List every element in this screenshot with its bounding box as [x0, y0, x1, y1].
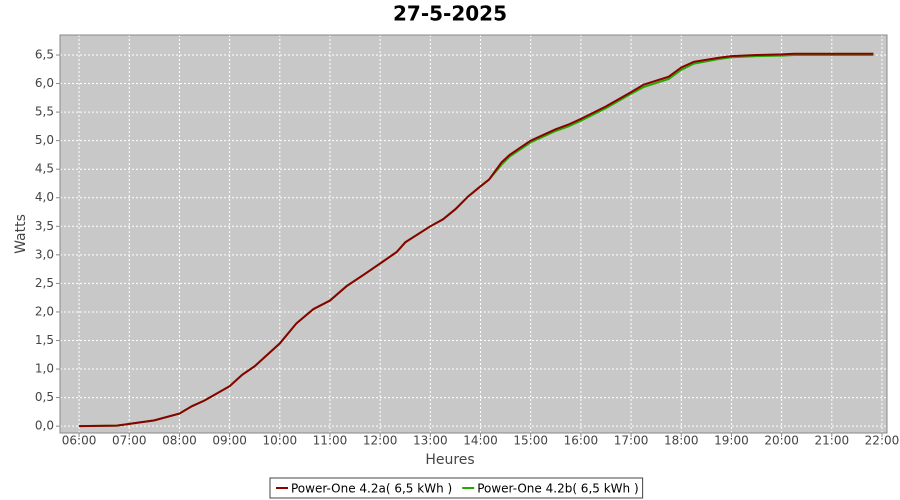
y-tick-label: 5,0	[35, 133, 54, 147]
y-tick-label: 6,5	[35, 47, 54, 61]
y-axis-label: Watts	[13, 214, 29, 254]
y-tick-label: 3,0	[35, 247, 54, 261]
chart-title: 27-5-2025	[393, 2, 507, 26]
plot-border	[59, 34, 888, 434]
y-tick-label: 1,5	[35, 333, 54, 347]
plot-area	[60, 35, 887, 433]
x-axis-label: Heures	[425, 452, 474, 468]
x-tick-label: 14:00	[463, 434, 498, 448]
y-tick-label: 3,5	[35, 219, 54, 233]
y-tick-label: 6,0	[35, 76, 54, 90]
legend: Power-One 4.2a( 6,5 kWh ) Power-One 4.2b(…	[269, 477, 644, 499]
x-tick-label: 17:00	[614, 434, 649, 448]
y-tick-label: 2,0	[35, 304, 54, 318]
x-tick-label: 11:00	[313, 434, 348, 448]
x-tick-label: 22:00	[865, 434, 900, 448]
y-tick-label: 5,5	[35, 105, 54, 119]
x-tick-label: 06:00	[62, 434, 97, 448]
y-tick-label: 4,5	[35, 162, 54, 176]
x-tick-label: 10:00	[263, 434, 298, 448]
x-tick-label: 20:00	[764, 434, 799, 448]
legend-label: Power-One 4.2a( 6,5 kWh )	[291, 482, 452, 496]
legend-label: Power-One 4.2b( 6,5 kWh )	[477, 482, 638, 496]
x-tick-label: 08:00	[162, 434, 197, 448]
x-tick-label: 21:00	[815, 434, 850, 448]
x-tick-label: 09:00	[212, 434, 247, 448]
series-line	[79, 52, 874, 428]
y-tick-label: 1,0	[35, 362, 54, 376]
x-tick-label: 12:00	[363, 434, 398, 448]
y-tick-label: 2,5	[35, 276, 54, 290]
x-tick-label: 16:00	[564, 434, 599, 448]
x-tick-label: 15:00	[513, 434, 548, 448]
x-tick-label: 13:00	[413, 434, 448, 448]
x-tick-label: 19:00	[714, 434, 749, 448]
x-tick-label: 07:00	[112, 434, 147, 448]
x-tick-label: 18:00	[664, 434, 699, 448]
y-tick-label: 0,0	[35, 419, 54, 433]
legend-box	[269, 477, 644, 499]
y-tick-label: 0,5	[35, 390, 54, 404]
y-tick-label: 4,0	[35, 190, 54, 204]
